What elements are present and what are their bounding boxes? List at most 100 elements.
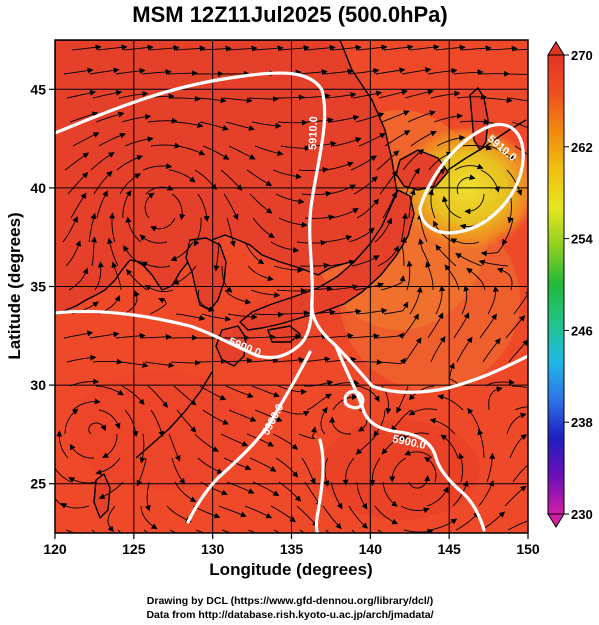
streamline [121,113,152,123]
streamline [405,167,420,195]
streamline [270,241,300,253]
streamline [272,169,302,180]
streamline [327,184,357,195]
streamline [201,313,232,322]
streamline [512,460,528,483]
streamline [324,161,354,171]
streamline [458,452,465,483]
streamline [508,339,528,363]
streamline [172,265,197,285]
streamline [408,408,438,416]
streamline [122,190,132,219]
streamline [224,289,252,305]
streamline [124,409,139,438]
streamline [322,235,353,243]
streamline [429,417,456,435]
streamline [424,456,437,483]
streamline [450,238,480,245]
streamline [301,190,332,197]
contour-label: 5910.0 [307,116,320,150]
streamline [352,359,383,366]
colorbar-tick-label: 262 [571,140,593,155]
streamline [98,409,121,430]
streamline [401,67,432,75]
streamline [297,333,328,340]
streamline [65,240,81,267]
streamline [464,193,485,215]
streamline [444,264,460,291]
streamline [381,433,404,455]
streamline [92,89,123,99]
streamline [453,312,470,339]
streamline [149,45,180,52]
streamline [455,252,483,267]
streamline [115,332,146,339]
streamline [383,44,414,51]
streamline [408,475,431,489]
colorbar-min-extension [547,513,565,528]
streamline [95,111,125,123]
streamline [96,190,108,219]
streamline [298,426,317,440]
streamline [116,154,144,171]
streamline [358,133,386,147]
streamline [63,67,94,75]
streamline [404,337,422,363]
footer-credit-data: Data from http://database.rish.kyoto-u.a… [146,609,433,621]
streamline [69,443,95,459]
streamline [409,44,440,51]
streamline [197,457,224,474]
streamline [102,433,118,459]
streamline [193,217,202,247]
streamline [278,481,302,502]
streamline [378,357,406,365]
streamline [488,145,515,161]
streamline [197,289,215,312]
streamline [197,193,210,222]
streamline [90,152,115,171]
streamline [507,193,514,224]
streamline [252,217,275,239]
streamline [379,170,398,195]
streamline [250,289,281,298]
streamline [435,44,466,51]
streamline [456,174,476,195]
streamline [278,217,308,228]
streamline [374,217,393,243]
streamline [249,193,273,214]
streamline [71,44,102,51]
streamline [168,169,196,183]
streamline [298,166,329,173]
streamline [176,145,206,156]
streamline [349,68,380,75]
streamline [275,193,305,205]
contour-5900-island [314,438,325,533]
streamline [462,144,493,151]
y-tick-label: 40 [30,180,46,196]
streamline [245,334,276,341]
streamline [91,236,98,267]
streamline [487,45,518,52]
x-axis-ticks: 120 125 130 135 140 145 150 [43,533,540,557]
streamline [68,267,89,291]
streamline [195,529,206,533]
streamline [461,285,470,315]
streamline [356,198,380,219]
plot-area: 5910.0 5910.0 5900.0 5900.0 5900.0 [55,40,528,533]
y-tick-label: 25 [30,476,46,492]
streamline [111,261,122,291]
streamline [139,234,168,244]
streamline [66,89,97,99]
x-axis-label: Longitude (degrees) [209,560,372,579]
streamline [430,335,446,363]
streamline [70,192,87,219]
streamline [92,358,123,365]
streamline [64,408,79,435]
streamline [433,113,463,123]
streamline [221,265,233,293]
streamline [429,518,458,531]
streamline [246,169,273,186]
colorbar-tick-label: 254 [571,232,593,247]
streamline [275,457,299,478]
